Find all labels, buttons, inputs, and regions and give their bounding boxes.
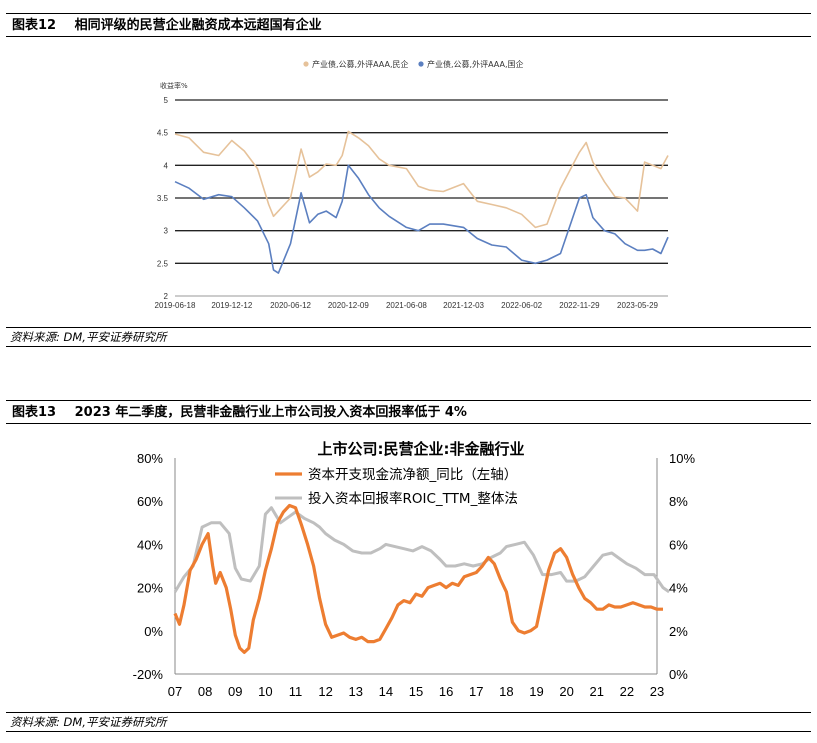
right-tick-label: 8%: [669, 494, 688, 509]
right-tick-label: 6%: [669, 537, 688, 552]
x-tick-label: 22: [620, 684, 634, 699]
figure12-header: 图表12 相同评级的民营企业融资成本远超国有企业: [6, 13, 811, 37]
y-tick-label: 5: [164, 96, 169, 105]
figure12-number: 图表12: [12, 18, 57, 33]
x-tick-label: 2021-12-03: [443, 301, 484, 310]
x-tick-label: 20: [559, 684, 573, 699]
legend-label-capex: 资本开支现金流净额_同比（左轴）: [308, 467, 517, 483]
x-tick-label: 2022-06-02: [501, 301, 542, 310]
x-tick-label: 2023-05-29: [617, 301, 658, 310]
x-tick-label: 2022-11-29: [559, 301, 600, 310]
figure13-header: 图表13 2023 年二季度，民营非金融行业上市公司投入资本回报率低于 4%: [6, 400, 811, 424]
figure12-source: 资料来源: DM,平安证券研究所: [6, 327, 811, 347]
figure13-number: 图表13: [12, 405, 57, 420]
right-tick-label: 0%: [669, 667, 688, 682]
x-tick-label: 16: [439, 684, 453, 699]
chart-title: 上市公司:民营企业:非金融行业: [318, 440, 525, 458]
x-tick-label: 12: [318, 684, 332, 699]
left-tick-label: 40%: [137, 537, 163, 552]
figure13-title: 2023 年二季度，民营非金融行业上市公司投入资本回报率低于 4%: [74, 405, 467, 420]
x-tick-label: 09: [228, 684, 242, 699]
legend-label: 产业债,公募,外评AAA,民企: [312, 59, 409, 69]
left-tick-label: 0%: [144, 624, 163, 639]
x-tick-label: 15: [409, 684, 423, 699]
x-tick-label: 10: [258, 684, 272, 699]
figure13-source: 资料来源: DM,平安证券研究所: [6, 712, 811, 732]
legend-label: 产业债,公募,外评AAA,国企: [427, 59, 524, 69]
series-line-capex: [173, 503, 663, 654]
y-tick-label: 2.5: [157, 259, 169, 268]
left-tick-label: 80%: [137, 451, 163, 466]
series-line-private: [174, 130, 669, 229]
x-tick-label: 08: [198, 684, 212, 699]
x-tick-label: 11: [289, 684, 303, 699]
figure12-title: 相同评级的民营企业融资成本远超国有企业: [74, 18, 322, 33]
x-tick-label: 07: [168, 684, 182, 699]
legend-label-roic: 投入资本回报率ROIC_TTM_整体法: [308, 490, 518, 507]
x-tick-label: 2020-12-09: [328, 301, 369, 310]
x-tick-label: 14: [379, 684, 393, 699]
left-tick-label: 60%: [137, 494, 163, 509]
figure12-chart: 2 2.5 3 3.5 4 4.5 5 2019-06-18 2019-12-12 2020-06…: [155, 59, 669, 310]
y-axis-label: 收益率%: [160, 81, 188, 90]
x-tick-label: 2019-06-18: [155, 301, 196, 310]
legend-marker: [303, 61, 309, 67]
right-tick-label: 2%: [669, 624, 688, 639]
x-tick-label: 2019-12-12: [211, 301, 252, 310]
y-tick-label: 2: [164, 292, 169, 301]
series-line-state: [174, 164, 669, 274]
right-tick-label: 10%: [669, 451, 695, 466]
figure13-chart: 80% 60% 40% 20% 0% -20% 10% 8% 6% 4% 2% 0% 07 08 09 10 1…: [133, 440, 696, 699]
right-tick-label: 4%: [669, 581, 688, 596]
left-tick-label: -20%: [133, 667, 164, 682]
series-line-roic: [173, 506, 670, 594]
y-tick-label: 4.5: [157, 129, 169, 138]
y-tick-label: 4: [164, 161, 169, 170]
legend-marker: [418, 61, 424, 67]
x-tick-label: 2020-06-12: [270, 301, 311, 310]
y-tick-label: 3.5: [157, 194, 169, 203]
x-tick-label: 13: [349, 684, 363, 699]
x-tick-label: 21: [590, 684, 604, 699]
y-tick-label: 3: [164, 227, 169, 236]
left-tick-label: 20%: [137, 581, 163, 596]
x-tick-label: 17: [469, 684, 483, 699]
x-tick-label: 18: [499, 684, 513, 699]
x-tick-label: 23: [650, 684, 664, 699]
x-tick-label: 2021-06-08: [386, 301, 427, 310]
x-tick-label: 19: [529, 684, 543, 699]
